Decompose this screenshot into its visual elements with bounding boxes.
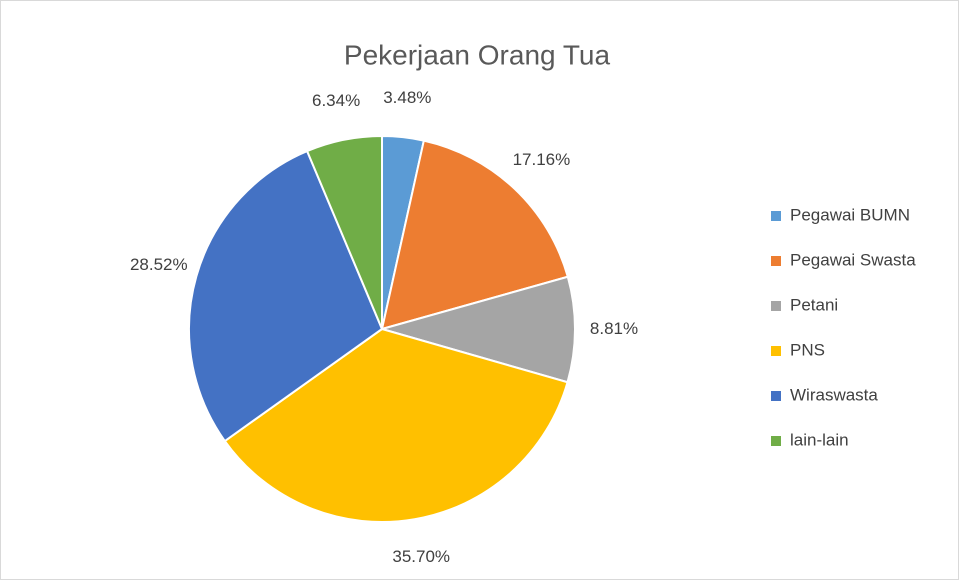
legend-label: Petani xyxy=(790,295,838,314)
data-label: 8.81% xyxy=(590,319,638,338)
legend-label: Pegawai BUMN xyxy=(790,205,910,224)
pie-slice xyxy=(188,149,384,443)
data-label: 35.70% xyxy=(392,547,450,566)
chart-title: Pekerjaan Orang Tua xyxy=(344,39,611,70)
legend-label: Wiraswasta xyxy=(790,385,878,404)
legend-swatch xyxy=(771,346,781,356)
pie-slice xyxy=(378,275,576,384)
pie-slice xyxy=(223,327,569,523)
data-label: 17.16% xyxy=(513,150,571,169)
legend-swatch xyxy=(771,211,781,221)
data-label: 6.34% xyxy=(312,91,360,110)
legend-swatch xyxy=(771,301,781,311)
pie-slice xyxy=(305,134,383,330)
legend-swatch xyxy=(771,436,781,446)
data-label: 3.48% xyxy=(383,88,431,107)
legend-label: PNS xyxy=(790,340,825,359)
legend-label: Pegawai Swasta xyxy=(790,250,916,269)
legend-label: lain-lain xyxy=(790,430,849,449)
pie-slice xyxy=(380,139,570,331)
data-label: 28.52% xyxy=(130,255,188,274)
legend-swatch xyxy=(771,256,781,266)
legend-swatch xyxy=(771,391,781,401)
